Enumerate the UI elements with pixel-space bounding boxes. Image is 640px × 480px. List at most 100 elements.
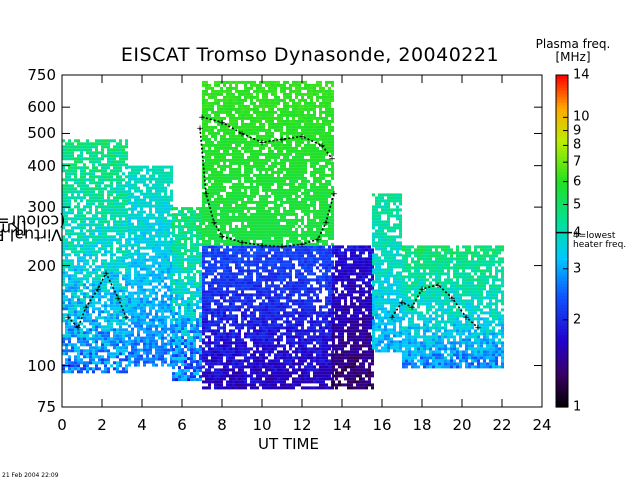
data-cell (304, 263, 307, 267)
data-cell (104, 310, 107, 314)
data-cell (304, 329, 307, 333)
data-cell (259, 245, 262, 249)
data-cell (214, 209, 217, 213)
data-cell (253, 356, 256, 360)
data-cell (74, 205, 77, 209)
data-cell (149, 291, 152, 295)
data-cell (208, 212, 211, 216)
data-cell (286, 245, 289, 249)
data-cell (205, 200, 208, 204)
data-cell (316, 311, 319, 315)
data-cell (277, 323, 280, 327)
data-cell (65, 202, 68, 206)
data-cell (184, 360, 187, 364)
data-cell (116, 145, 119, 149)
data-cell (184, 354, 187, 358)
data-cell (71, 334, 74, 338)
data-cell (178, 228, 181, 232)
data-cell (98, 280, 101, 284)
data-cell (238, 137, 241, 141)
data-cell (199, 333, 202, 337)
data-cell (238, 107, 241, 111)
data-cell (307, 260, 310, 264)
data-cell (104, 307, 107, 311)
data-cell (187, 363, 190, 367)
data-cell (125, 340, 128, 344)
data-cell (104, 241, 107, 245)
data-cell (292, 308, 295, 312)
data-cell (190, 309, 193, 313)
data-cell (325, 323, 328, 327)
data-cell (167, 363, 170, 367)
data-cell (167, 165, 170, 169)
data-cell (229, 164, 232, 168)
data-cell (80, 334, 83, 338)
data-cell (107, 289, 110, 293)
data-cell (319, 380, 322, 384)
data-cell (202, 245, 205, 249)
data-cell (277, 272, 280, 276)
data-cell (241, 92, 244, 96)
data-cell (205, 113, 208, 117)
data-cell (122, 295, 125, 299)
data-cell (238, 212, 241, 216)
data-cell (155, 228, 158, 232)
data-cell (214, 245, 217, 249)
data-cell (92, 154, 95, 158)
data-cell (229, 116, 232, 120)
data-cell (71, 304, 74, 308)
data-cell (238, 215, 241, 219)
data-cell (80, 343, 83, 347)
data-cell (80, 208, 83, 212)
data-cell (229, 260, 232, 264)
data-cell (92, 247, 95, 251)
data-cell (155, 165, 158, 169)
data-cell (181, 357, 184, 361)
data-cell (178, 264, 181, 268)
data-cell (319, 245, 322, 249)
data-cell (238, 218, 241, 222)
data-cell (98, 223, 101, 227)
data-cell (143, 336, 146, 340)
data-cell (265, 284, 268, 288)
data-cell (232, 341, 235, 345)
data-cell (134, 291, 137, 295)
data-cell (220, 215, 223, 219)
data-cell (161, 318, 164, 322)
data-cell (187, 210, 190, 214)
data-cell (211, 203, 214, 207)
data-cell (238, 383, 241, 387)
data-cell (116, 268, 119, 272)
data-cell (158, 228, 161, 232)
data-cell (146, 192, 149, 196)
data-cell (178, 231, 181, 235)
data-cell (62, 193, 65, 197)
data-cell (202, 257, 205, 261)
data-cell (223, 110, 226, 114)
data-cell (262, 314, 265, 318)
data-cell (307, 320, 310, 324)
data-cell (140, 336, 143, 340)
data-cell (155, 246, 158, 250)
data-cell (301, 254, 304, 258)
data-cell (256, 272, 259, 276)
data-cell (187, 255, 190, 259)
data-cell (238, 329, 241, 333)
data-cell (161, 336, 164, 340)
data-cell (286, 272, 289, 276)
data-cell (304, 251, 307, 255)
data-cell (175, 219, 178, 223)
data-cell (328, 254, 331, 258)
data-cell (65, 319, 68, 323)
data-cell (274, 275, 277, 279)
data-cell (178, 369, 181, 373)
data-cell (178, 294, 181, 298)
data-cell (268, 341, 271, 345)
data-cell (283, 386, 286, 390)
data-cell (298, 245, 301, 249)
data-cell (217, 197, 220, 201)
data-cell (143, 201, 146, 205)
data-cell (128, 240, 131, 244)
data-cell (235, 215, 238, 219)
data-cell (223, 281, 226, 285)
